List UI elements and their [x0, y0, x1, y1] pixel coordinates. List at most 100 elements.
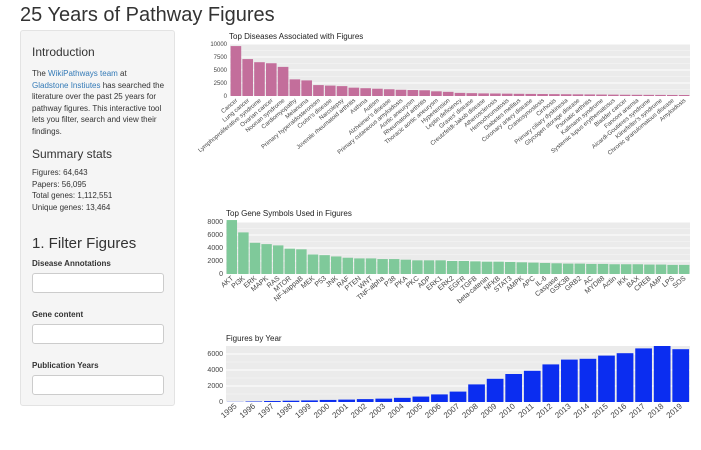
bar-rheumatoid-arthritis[interactable] — [419, 90, 430, 96]
bar-raf[interactable] — [342, 257, 354, 274]
bar-creutzfeldt-jakob-disease[interactable] — [478, 93, 489, 96]
bar-2012[interactable] — [542, 364, 560, 402]
bar-pten[interactable] — [354, 258, 365, 274]
bar-melanoma[interactable] — [301, 80, 312, 96]
bar-hemochromatosis[interactable] — [501, 93, 513, 96]
bar-cirrhosis[interactable] — [549, 94, 560, 96]
bar-primary-hyperaldosteronism[interactable] — [313, 85, 324, 96]
bar-primary-ciliary-dyskinesia[interactable] — [560, 94, 572, 96]
bar-2013[interactable] — [561, 359, 578, 402]
bar-amyloidosis[interactable] — [678, 95, 690, 96]
bar-2011[interactable] — [523, 370, 541, 402]
bar-ras[interactable] — [272, 245, 284, 274]
bar-aicardi-goutieres-syndrome[interactable] — [643, 94, 655, 96]
gene-content-input[interactable] — [32, 324, 164, 344]
bar-mtor[interactable] — [284, 248, 296, 274]
bar-nf-kappab[interactable] — [296, 249, 307, 274]
bar-diabetes-mellitus[interactable] — [513, 93, 525, 96]
bar-alzheimer-s-disease[interactable] — [383, 89, 395, 96]
bar-2014[interactable] — [579, 358, 597, 402]
bar-grb2[interactable] — [574, 263, 586, 274]
bar-gsk3b[interactable] — [562, 263, 574, 274]
bar-mapk[interactable] — [261, 244, 272, 274]
bar-pi3k[interactable] — [238, 232, 249, 274]
bar-egfr[interactable] — [458, 261, 470, 274]
bar-bladder-cancer[interactable] — [619, 94, 631, 96]
bar-creb[interactable] — [644, 264, 655, 274]
bar-lung-cancer[interactable] — [242, 59, 253, 96]
publication-years-input[interactable] — [32, 375, 164, 395]
bar-noonan-syndrome[interactable] — [277, 66, 289, 96]
bar-aortic-aneurysm[interactable] — [407, 90, 419, 96]
bar-systemic-lupus-erythematosus[interactable] — [608, 94, 619, 96]
bar-2000[interactable] — [319, 399, 337, 402]
bar-atherosclerosis[interactable] — [490, 93, 501, 96]
bar-2001[interactable] — [338, 399, 355, 402]
bar-2008[interactable] — [468, 384, 485, 402]
bar-cardiomyopathy[interactable] — [289, 79, 301, 96]
bar-actin[interactable] — [609, 264, 620, 274]
bar-klinefelter-s-syndrome[interactable] — [655, 94, 666, 96]
bar-cancer[interactable] — [230, 46, 242, 96]
bar-ikk[interactable] — [620, 264, 632, 274]
bar-il-6[interactable] — [539, 262, 551, 274]
bar-beta-catenin[interactable] — [481, 261, 493, 274]
bar-2004[interactable] — [393, 397, 411, 402]
bar-1997[interactable] — [264, 401, 281, 402]
bar-juvenile-rheumatoid-arthritis[interactable] — [348, 87, 360, 96]
bar-2002[interactable] — [356, 399, 374, 402]
bar-2009[interactable] — [486, 378, 504, 402]
bar-ac[interactable] — [586, 263, 597, 274]
bar-autism[interactable] — [372, 88, 383, 96]
bar-erk1[interactable] — [435, 260, 446, 274]
bar-jnk[interactable] — [330, 256, 342, 274]
bar-mek[interactable] — [307, 254, 319, 275]
bar-adp[interactable] — [423, 260, 435, 274]
bar-2005[interactable] — [412, 396, 430, 402]
bar-erk[interactable] — [249, 242, 261, 274]
bar-akt[interactable] — [226, 220, 238, 274]
bar-2007[interactable] — [449, 391, 467, 402]
disease-annotations-input[interactable] — [32, 273, 164, 293]
bar-primary-cutaneous-amyloidosis[interactable] — [395, 89, 407, 96]
bar-ovarian-cancer[interactable] — [265, 63, 277, 96]
bar-tnf-alpha[interactable] — [377, 259, 388, 274]
bar-ampk[interactable] — [516, 262, 528, 274]
bar-1999[interactable] — [301, 400, 318, 402]
bar-stat3[interactable] — [504, 261, 516, 274]
bar-glycogen-storage-disease[interactable] — [572, 94, 584, 96]
bar-2015[interactable] — [598, 355, 615, 402]
bar-2017[interactable] — [635, 348, 652, 402]
bar-coronary-artery-disease[interactable] — [525, 93, 537, 96]
bar-psoriatic-arthritis[interactable] — [584, 94, 596, 96]
bar-hypertension[interactable] — [442, 91, 454, 96]
bar-pka[interactable] — [400, 259, 412, 274]
bar-nfkb[interactable] — [493, 261, 504, 274]
bar-2006[interactable] — [431, 394, 448, 402]
bar-craniosynostosis[interactable] — [537, 94, 548, 96]
bar-1998[interactable] — [282, 400, 300, 402]
bar-sos[interactable] — [678, 264, 690, 274]
bar-caspase[interactable] — [551, 263, 562, 274]
bar-leptin-deficiency[interactable] — [454, 92, 466, 96]
bar-wnt[interactable] — [365, 258, 377, 274]
bar-erk2[interactable] — [446, 261, 458, 274]
bar-chronic-granulomatous-disease[interactable] — [667, 94, 678, 96]
bar-narcolepsy[interactable] — [336, 86, 348, 96]
bar-lymphoproliferative-syndrome[interactable] — [254, 62, 265, 96]
bar-kallmann-syndrome[interactable] — [596, 94, 607, 96]
bar-2018[interactable] — [653, 346, 671, 402]
bar-asthma[interactable] — [360, 88, 371, 96]
bar-pkc[interactable] — [412, 260, 423, 274]
bar-2010[interactable] — [505, 374, 523, 402]
gladstone-institutes-link[interactable]: Gladstone Instiutes — [32, 80, 101, 90]
bar-apc[interactable] — [528, 262, 539, 274]
bar-tgfb[interactable] — [470, 261, 481, 274]
bar-p53[interactable] — [319, 255, 330, 274]
bar-graves-disease[interactable] — [466, 93, 478, 96]
bar-bax[interactable] — [632, 264, 644, 274]
bar-2016[interactable] — [616, 353, 634, 402]
bar-2019[interactable] — [672, 349, 690, 402]
bar-2003[interactable] — [375, 398, 393, 402]
bar-crohn-s-disease[interactable] — [324, 85, 336, 96]
